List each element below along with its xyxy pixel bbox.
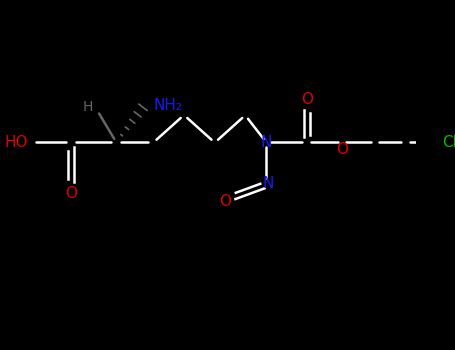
Text: O: O (336, 142, 348, 157)
Text: O: O (301, 92, 313, 107)
Text: NH₂: NH₂ (153, 98, 182, 113)
Text: O: O (65, 186, 77, 201)
Text: N: N (260, 135, 272, 150)
Text: N: N (263, 176, 274, 191)
Text: O: O (219, 194, 231, 209)
Text: H: H (82, 100, 93, 114)
Text: Cl: Cl (442, 135, 455, 150)
Text: HO: HO (5, 135, 28, 150)
